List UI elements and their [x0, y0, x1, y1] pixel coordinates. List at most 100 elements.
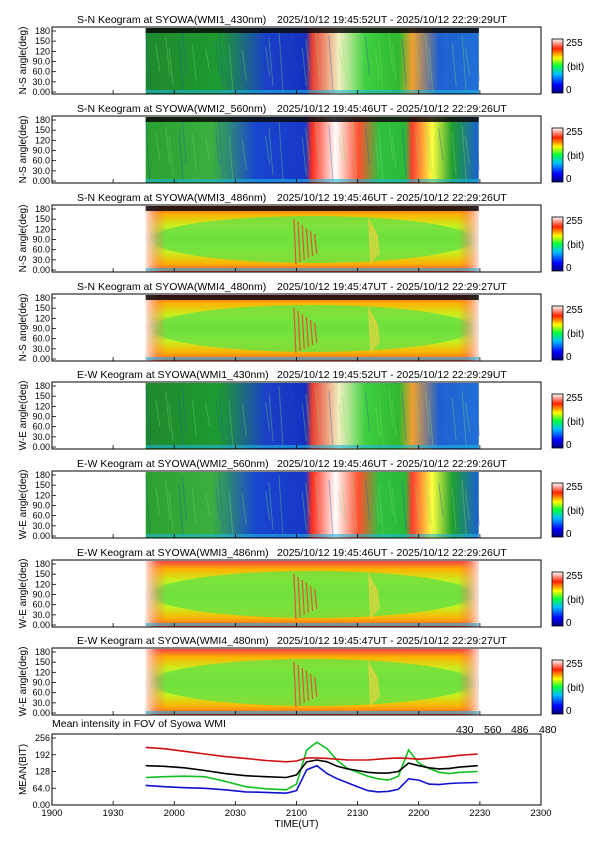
- colorbar-max-label: 255: [566, 38, 583, 49]
- colorbar: 255 (bit) 0: [551, 659, 584, 717]
- panel-title: S-N Keogram at SYOWA(WMI1_430nm): [77, 14, 266, 26]
- y-tick-label: 256: [35, 733, 50, 743]
- y-tick-label: 150: [35, 125, 50, 135]
- colorbar-unit-label: (bit): [567, 240, 584, 251]
- y-tick-label: 180: [35, 559, 50, 569]
- keogram-panel-4: S-N Keogram at SYOWA(WMI4_480nm) 2025/10/…: [18, 281, 584, 364]
- y-tick-label: 60.0: [32, 334, 50, 344]
- y-tick-label: 0.00: [32, 708, 50, 718]
- keogram-image: [145, 206, 479, 272]
- x-tick-label: 2200: [408, 808, 429, 819]
- colorbar-max-label: 255: [566, 216, 583, 227]
- series-line-486: [145, 746, 478, 763]
- y-tick-label: 180: [35, 26, 50, 36]
- colorbar-min-label: 0: [566, 529, 572, 540]
- y-tick-label: 90.0: [32, 590, 50, 600]
- keogram-image: [145, 472, 480, 538]
- panel-time-range: 2025/10/12 19:45:52UT - 2025/10/12 22:29…: [277, 369, 507, 381]
- x-tick-label: 2230: [469, 808, 490, 819]
- y-tick-label: 90.0: [32, 235, 50, 245]
- plot-frame: [51, 733, 542, 806]
- y-tick-label: 192: [35, 750, 50, 760]
- y-axis-label: N-S angle(deg): [18, 27, 29, 95]
- y-axis-label: W-E angle(deg): [18, 647, 29, 717]
- y-tick-label: 60.0: [32, 422, 50, 432]
- x-tick-label: 2130: [347, 808, 368, 819]
- panel-time-range: 2025/10/12 19:45:46UT - 2025/10/12 22:29…: [277, 103, 507, 115]
- y-tick-label: 60.0: [32, 245, 50, 255]
- y-tick-label: 30.0: [32, 521, 50, 531]
- x-axis-label: TIME(UT): [275, 819, 319, 830]
- colorbar-max-label: 255: [566, 571, 583, 582]
- keogram-panel-2: S-N Keogram at SYOWA(WMI2_560nm) 2025/10/…: [18, 103, 584, 186]
- y-tick-label: 120: [35, 667, 50, 677]
- series-line-480: [145, 759, 478, 779]
- colorbar: 255 (bit) 0: [551, 393, 584, 451]
- y-tick-label: 120: [35, 490, 50, 500]
- y-tick-label: 180: [35, 647, 50, 657]
- keogram-panels: S-N Keogram at SYOWA(WMI1_430nm) 2025/10/…: [18, 14, 584, 718]
- panel-title: E-W Keogram at SYOWA(WMI4_480nm): [77, 635, 269, 647]
- y-tick-label: 180: [35, 293, 50, 303]
- y-tick-label: 60.0: [32, 511, 50, 521]
- y-tick-label: 30.0: [32, 255, 50, 265]
- panel-time-range: 2025/10/12 19:45:46UT - 2025/10/12 22:29…: [277, 192, 507, 204]
- y-axis-label: W-E angle(deg): [18, 470, 29, 540]
- y-tick-label: 120: [35, 135, 50, 145]
- panel-time-range: 2025/10/12 19:45:47UT - 2025/10/12 22:29…: [277, 635, 507, 647]
- colorbar-max-label: 255: [566, 305, 583, 316]
- y-axis-label: W-E angle(deg): [18, 559, 29, 629]
- x-tick-label: 2000: [164, 808, 185, 819]
- legend-entry-560: 560: [484, 724, 502, 736]
- colorbar-unit-label: (bit): [567, 595, 584, 606]
- colorbar-max-label: 255: [566, 393, 583, 404]
- mean-intensity-plot: Mean intensity in FOV of Syowa WMI 430 560…: [18, 718, 557, 830]
- x-tick-label: 2030: [225, 808, 246, 819]
- y-tick-label: 150: [35, 36, 50, 46]
- y-tick-label: 0.00: [32, 800, 50, 810]
- y-tick-label: 120: [35, 313, 50, 323]
- y-tick-label: 0.00: [32, 87, 50, 97]
- y-tick-label: 120: [35, 46, 50, 56]
- colorbar: 255 (bit) 0: [551, 482, 584, 540]
- y-tick-label: 30.0: [32, 344, 50, 354]
- panel-title: E-W Keogram at SYOWA(WMI2_560nm): [77, 458, 269, 470]
- colorbar-min-label: 0: [566, 706, 572, 717]
- y-tick-label: 180: [35, 115, 50, 125]
- y-tick-label: 60.0: [32, 156, 50, 166]
- panel-time-range: 2025/10/12 19:45:46UT - 2025/10/12 22:29…: [277, 547, 507, 559]
- y-tick-label: 150: [35, 214, 50, 224]
- plot-title: Mean intensity in FOV of Syowa WMI: [52, 718, 226, 730]
- keogram-panel-1: S-N Keogram at SYOWA(WMI1_430nm) 2025/10/…: [18, 14, 584, 97]
- series-line-430: [145, 764, 478, 795]
- y-tick-label: 180: [35, 470, 50, 480]
- keogram-panel-6: E-W Keogram at SYOWA(WMI2_560nm) 2025/10/…: [18, 458, 584, 541]
- colorbar: 255 (bit) 0: [551, 305, 584, 363]
- x-tick-label: 2100: [286, 808, 307, 819]
- keogram-panel-8: E-W Keogram at SYOWA(WMI4_480nm) 2025/10/…: [18, 635, 584, 718]
- y-tick-label: 90.0: [32, 678, 50, 688]
- y-tick-label: 0.00: [32, 531, 50, 541]
- y-tick-label: 90.0: [32, 501, 50, 511]
- colorbar: 255 (bit) 0: [551, 38, 584, 96]
- colorbar-min-label: 0: [566, 263, 572, 274]
- y-tick-label: 90.0: [32, 324, 50, 334]
- colorbar-unit-label: (bit): [567, 151, 584, 162]
- legend: 430 560 486 480: [456, 724, 557, 736]
- y-tick-label: 180: [35, 381, 50, 391]
- y-tick-label: 0.00: [32, 176, 50, 186]
- y-tick-label: 180: [35, 204, 50, 214]
- colorbar-min-label: 0: [566, 352, 572, 363]
- y-tick-label: 150: [35, 391, 50, 401]
- panel-title: S-N Keogram at SYOWA(WMI4_480nm): [77, 281, 266, 293]
- y-tick-label: 90.0: [32, 146, 50, 156]
- y-tick-label: 120: [35, 401, 50, 411]
- keogram-image: [145, 649, 479, 715]
- keogram-panel-7: E-W Keogram at SYOWA(WMI3_486nm) 2025/10/…: [18, 547, 584, 630]
- panel-title: E-W Keogram at SYOWA(WMI1_430nm): [77, 369, 269, 381]
- keogram-panel-3: S-N Keogram at SYOWA(WMI3_486nm) 2025/10/…: [18, 192, 584, 275]
- y-tick-label: 0.00: [32, 265, 50, 275]
- panel-title: E-W Keogram at SYOWA(WMI3_486nm): [77, 547, 269, 559]
- y-tick-label: 30.0: [32, 166, 50, 176]
